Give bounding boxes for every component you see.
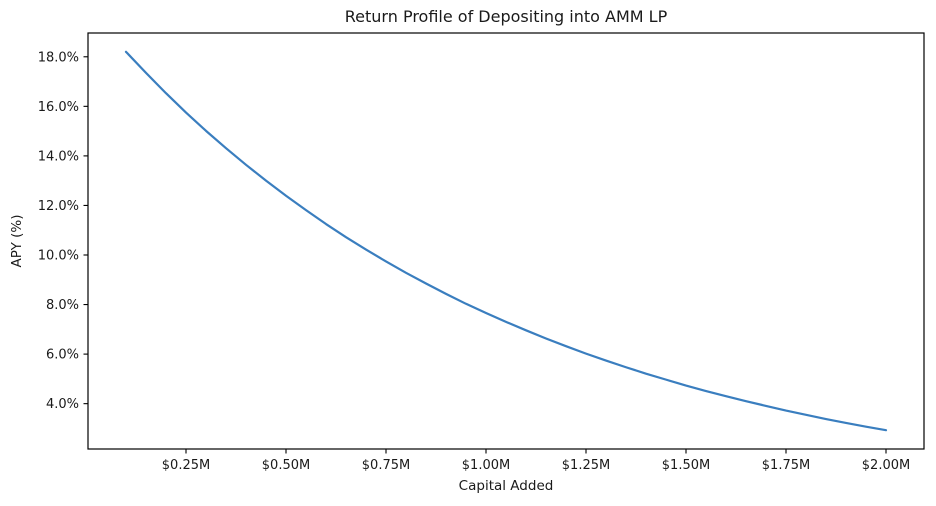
y-tick-label: 10.0%: [38, 248, 79, 263]
chart-title: Return Profile of Depositing into AMM LP: [344, 7, 668, 26]
y-tick-label: 8.0%: [46, 298, 79, 313]
y-tick-label: 16.0%: [38, 100, 79, 115]
x-tick-label: $1.25M: [562, 458, 610, 473]
x-tick-label: $0.25M: [162, 458, 210, 473]
x-tick-label: $1.50M: [662, 458, 710, 473]
x-tick-label: $0.50M: [262, 458, 310, 473]
y-tick-label: 18.0%: [38, 50, 79, 65]
x-axis-label: Capital Added: [458, 478, 554, 494]
y-tick-label: 12.0%: [38, 199, 79, 214]
y-tick-label: 14.0%: [38, 149, 79, 164]
x-tick-label: $2.00M: [862, 458, 910, 473]
apy-curve-line: [124, 50, 888, 432]
y-tick-label: 4.0%: [46, 397, 79, 412]
y-tick-label: 6.0%: [46, 348, 79, 363]
x-tick-label: $1.75M: [762, 458, 810, 473]
x-tick-label: $0.75M: [362, 458, 410, 473]
x-tick-label: $1.00M: [462, 458, 510, 473]
axes-spines: [87, 32, 925, 450]
y-axis-label: APY (%): [9, 214, 25, 268]
